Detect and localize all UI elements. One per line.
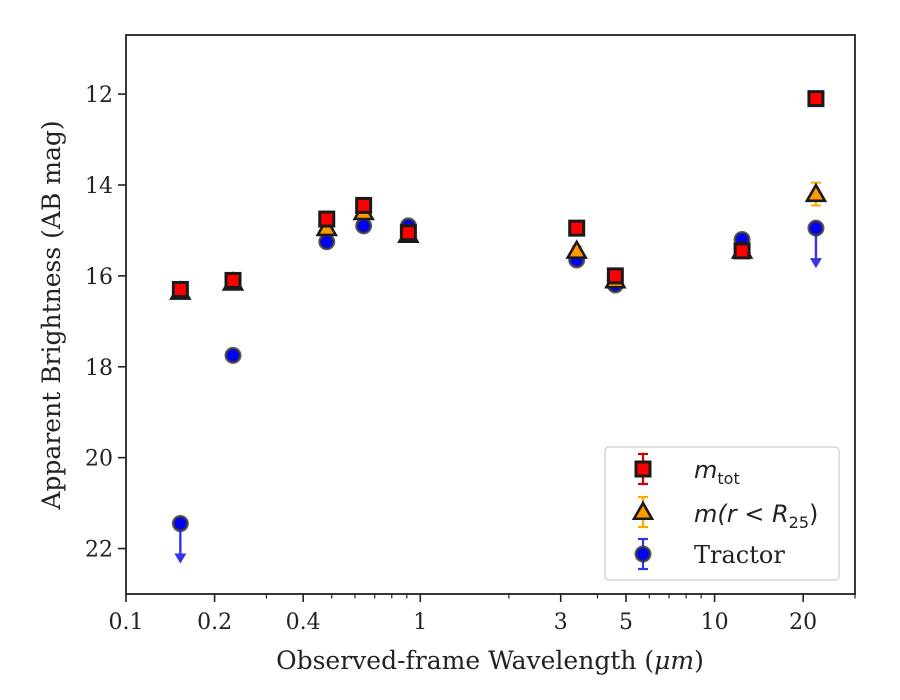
y-tick-label: 14 [85,174,113,199]
y-axis-title: Apparent Brightness (AB mag) [37,120,66,510]
legend-label-m-r25-sub: 25 [789,513,809,532]
legend-label-m-r25: m(r < R25) [694,500,818,532]
legend: mtot m(r < R25) Tractor [604,446,840,581]
upper-limit-arrowhead [174,553,187,564]
x-tick-label: 5 [619,610,633,635]
data-point-m-tot [399,224,417,242]
y-tick-label: 18 [85,356,113,381]
data-point-m-tot [355,196,373,214]
upper-limit-arrowhead [809,258,822,269]
y-tick-label: 12 [85,83,113,108]
data-point-m-tot [606,267,624,285]
x-tick-label: 20 [789,610,817,635]
legend-marker-m-tot [634,452,652,486]
data-point-tractor [355,217,373,235]
legend-symbol-m-r25 [631,500,655,521]
data-point-m-tot [171,281,189,299]
x-tick-label: 0.2 [197,610,232,635]
x-tick-label: 3 [554,610,568,635]
ticks-layer: 0.1 0.2 0.4 1 3 5 10 20 12 14 16 18 20 22 [85,83,856,635]
data-point-m-r25 [565,239,588,259]
x-tick-label: 0.1 [109,610,144,635]
legend-marker-tractor [634,537,652,571]
legend-label-tractor: Tractor [694,541,785,569]
legend-label-m-tot-sub: tot [717,469,739,488]
legend-label-m-r25-close: ) [809,500,818,528]
data-point-tractor [171,515,189,533]
y-tick-label: 22 [85,538,113,563]
data-point-tractor [224,346,242,364]
data-point-m-tot [568,219,586,237]
data-point-m-tot [318,210,336,228]
data-point-tractor [318,233,336,251]
x-axis-title: Observed-frame Wavelength (μm) [276,646,704,675]
data-point-m-tot [733,242,751,260]
plot-frame [125,34,856,595]
legend-symbol-tractor [634,545,652,563]
x-tick-label: 1 [413,610,427,635]
legend-box [604,446,840,581]
legend-marker-m-r25 [631,495,655,529]
data-point-m-tot [224,271,242,289]
y-tick-label: 20 [85,447,113,472]
x-axis-title-unit: μm [654,646,694,675]
y-tick-label: 16 [85,265,113,290]
data-layer [169,90,828,564]
data-point-m-tot [807,90,825,108]
legend-symbol-m-tot [634,460,652,478]
data-point-tractor [807,219,825,237]
series-m-tot [171,90,825,299]
data-point-m-r25 [804,182,828,203]
x-tick-label: 10 [701,610,729,635]
legend-label-m-r25-main: m(r < R [694,500,789,528]
legend-label-m-tot-main: m [694,456,717,484]
x-tick-label: 0.4 [286,610,321,635]
x-axis-title-main: Observed-frame Wavelength ( [276,646,654,675]
x-axis-title-close: ) [694,646,704,675]
series-m-r25 [169,181,828,300]
legend-label-m-tot: mtot [694,456,740,488]
